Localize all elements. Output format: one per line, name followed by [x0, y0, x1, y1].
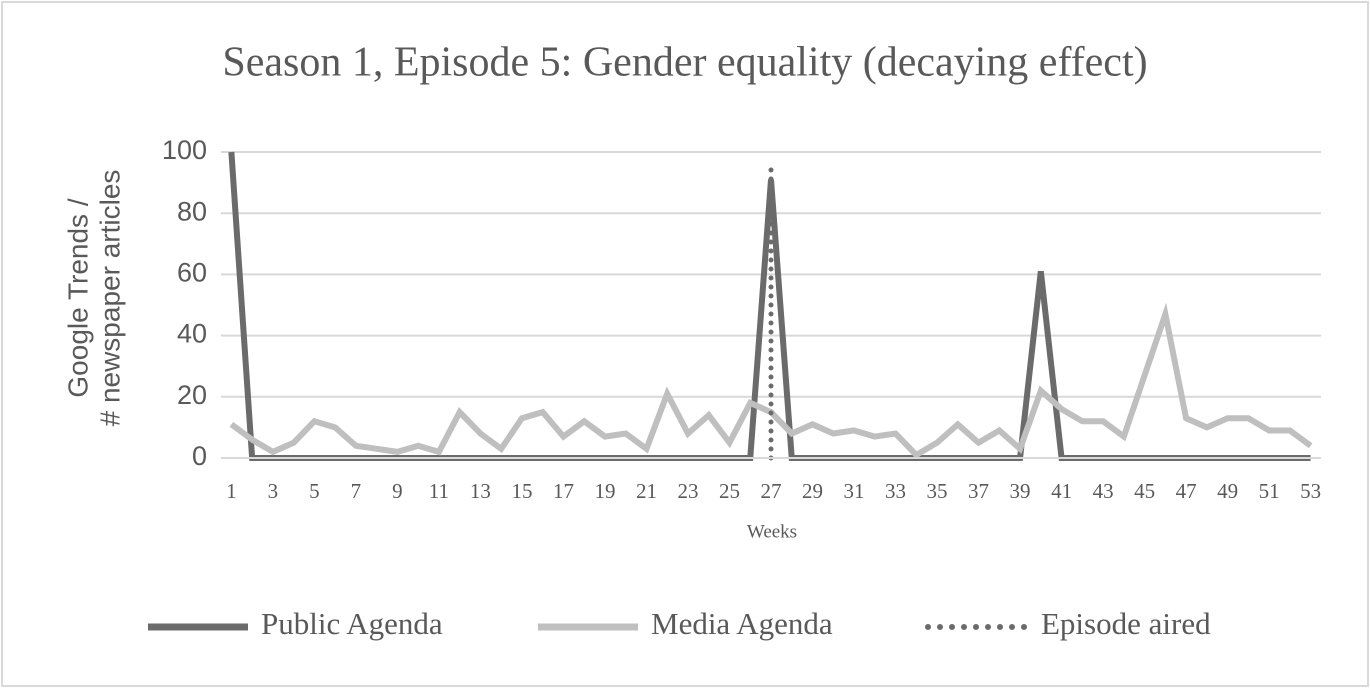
x-tick-label: 31 [844, 479, 865, 503]
x-tick-label: 25 [719, 479, 740, 503]
x-tick-label: 19 [594, 479, 615, 503]
legend-label: Episode aired [1041, 606, 1211, 641]
x-tick-label: 35 [927, 479, 948, 503]
x-tick-label: 17 [553, 479, 574, 503]
x-tick-label: 9 [392, 479, 403, 503]
x-tick-label: 45 [1134, 479, 1155, 503]
y-tick-label: 20 [177, 380, 207, 410]
x-tick-label: 49 [1217, 479, 1238, 503]
x-tick-label: 47 [1176, 479, 1197, 503]
y-tick-label: 80 [177, 196, 207, 226]
x-tick-label: 27 [761, 479, 782, 503]
y-tick-label: 0 [192, 441, 207, 471]
x-tick-label: 53 [1300, 479, 1321, 503]
x-tick-label: 1 [226, 479, 237, 503]
x-tick-label: 39 [1010, 479, 1031, 503]
y-axis-title-line: Google Trends / [62, 198, 93, 397]
x-tick-label: 51 [1259, 479, 1280, 503]
y-tick-label: 60 [177, 258, 207, 288]
legend-label: Public Agenda [261, 606, 443, 641]
x-axis-title: Weeks [747, 521, 797, 542]
x-tick-label: 43 [1093, 479, 1114, 503]
y-axis-title: Google Trends / # newspaper articles [62, 170, 125, 427]
x-tick-label: 33 [885, 479, 906, 503]
legend-label: Media Agenda [651, 606, 833, 641]
x-tick-label: 15 [511, 479, 532, 503]
x-tick-label: 41 [1051, 479, 1072, 503]
x-tick-label: 11 [429, 479, 449, 503]
x-tick-label: 37 [968, 479, 989, 503]
x-tick-label: 21 [636, 479, 657, 503]
x-tick-label: 5 [309, 479, 320, 503]
chart-title: Season 1, Episode 5: Gender equality (de… [222, 40, 1147, 86]
y-axis-title-line: # newspaper articles [94, 170, 125, 427]
x-tick-label: 3 [268, 479, 279, 503]
x-tick-label: 23 [677, 479, 698, 503]
y-tick-label: 40 [177, 319, 207, 349]
x-tick-label: 29 [802, 479, 823, 503]
x-tick-label: 7 [351, 479, 362, 503]
y-tick-label: 100 [162, 135, 207, 165]
x-tick-label: 13 [470, 479, 491, 503]
